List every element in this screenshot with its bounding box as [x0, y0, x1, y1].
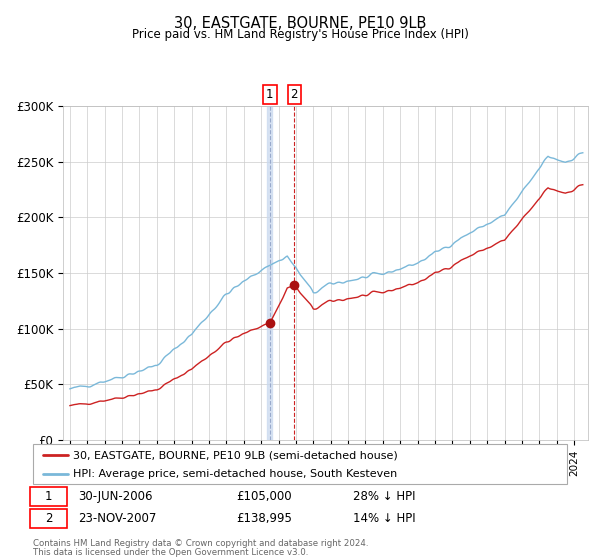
Text: 14% ↓ HPI: 14% ↓ HPI [353, 512, 416, 525]
Text: 28% ↓ HPI: 28% ↓ HPI [353, 490, 416, 503]
Text: 30, EASTGATE, BOURNE, PE10 9LB: 30, EASTGATE, BOURNE, PE10 9LB [174, 16, 426, 31]
Text: 1: 1 [266, 88, 274, 101]
Text: 2: 2 [290, 88, 298, 101]
Text: 2: 2 [45, 512, 52, 525]
Bar [267, 106, 272, 440]
Text: Contains HM Land Registry data © Crown copyright and database right 2024.: Contains HM Land Registry data © Crown c… [33, 539, 368, 548]
Text: £138,995: £138,995 [236, 512, 292, 525]
Text: 1: 1 [45, 490, 52, 503]
FancyBboxPatch shape [31, 508, 67, 528]
Text: HPI: Average price, semi-detached house, South Kesteven: HPI: Average price, semi-detached house,… [73, 469, 397, 479]
FancyBboxPatch shape [33, 444, 567, 484]
Text: 23-NOV-2007: 23-NOV-2007 [79, 512, 157, 525]
FancyBboxPatch shape [31, 487, 67, 506]
Text: Price paid vs. HM Land Registry's House Price Index (HPI): Price paid vs. HM Land Registry's House … [131, 28, 469, 41]
Text: £105,000: £105,000 [236, 490, 292, 503]
Text: 30, EASTGATE, BOURNE, PE10 9LB (semi-detached house): 30, EASTGATE, BOURNE, PE10 9LB (semi-det… [73, 450, 398, 460]
Text: This data is licensed under the Open Government Licence v3.0.: This data is licensed under the Open Gov… [33, 548, 308, 557]
Text: 30-JUN-2006: 30-JUN-2006 [79, 490, 153, 503]
